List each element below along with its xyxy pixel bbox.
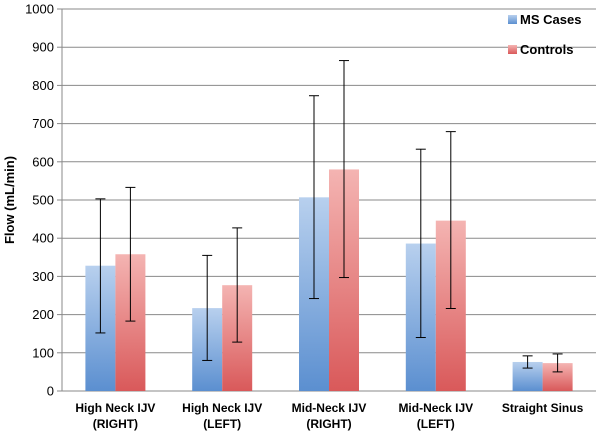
legend-swatch [508,15,517,24]
x-category-label: (LEFT) [203,417,241,431]
y-tick-label: 100 [32,345,54,360]
y-tick-label: 300 [32,269,54,284]
y-axis-ticks: 0 100 200 300 400 500 600 700 800 900 1000 [25,2,62,399]
x-category-label: (RIGHT) [93,417,138,431]
y-tick-label: 500 [32,193,54,208]
y-tick-label: 400 [32,231,54,246]
legend-label: MS Cases [520,12,581,27]
y-tick-label: 900 [32,40,54,55]
x-category-label: Mid-Neck IJV [398,401,473,415]
y-tick-label: 0 [47,384,54,399]
bars [85,169,573,391]
error-bars [95,60,563,373]
x-category-label: High Neck IJV [75,401,155,415]
x-category-label: Straight Sinus [502,401,584,415]
legend-label: Controls [520,42,573,57]
legend: MS Cases Controls [508,12,581,57]
y-axis-label: Flow (mL/min) [2,156,17,244]
y-tick-label: 800 [32,78,54,93]
x-category-label: Mid-Neck IJV [292,401,367,415]
y-tick-label: 700 [32,116,54,131]
legend-swatch [508,45,517,54]
x-category-label: High Neck IJV [182,401,262,415]
x-axis-categories: High Neck IJV (RIGHT) High Neck IJV (LEFT) M… [75,401,583,431]
y-tick-label: 1000 [25,2,54,17]
x-category-label: (LEFT) [417,417,455,431]
y-tick-label: 200 [32,307,54,322]
y-tick-label: 600 [32,154,54,169]
x-category-label: (RIGHT) [306,417,351,431]
